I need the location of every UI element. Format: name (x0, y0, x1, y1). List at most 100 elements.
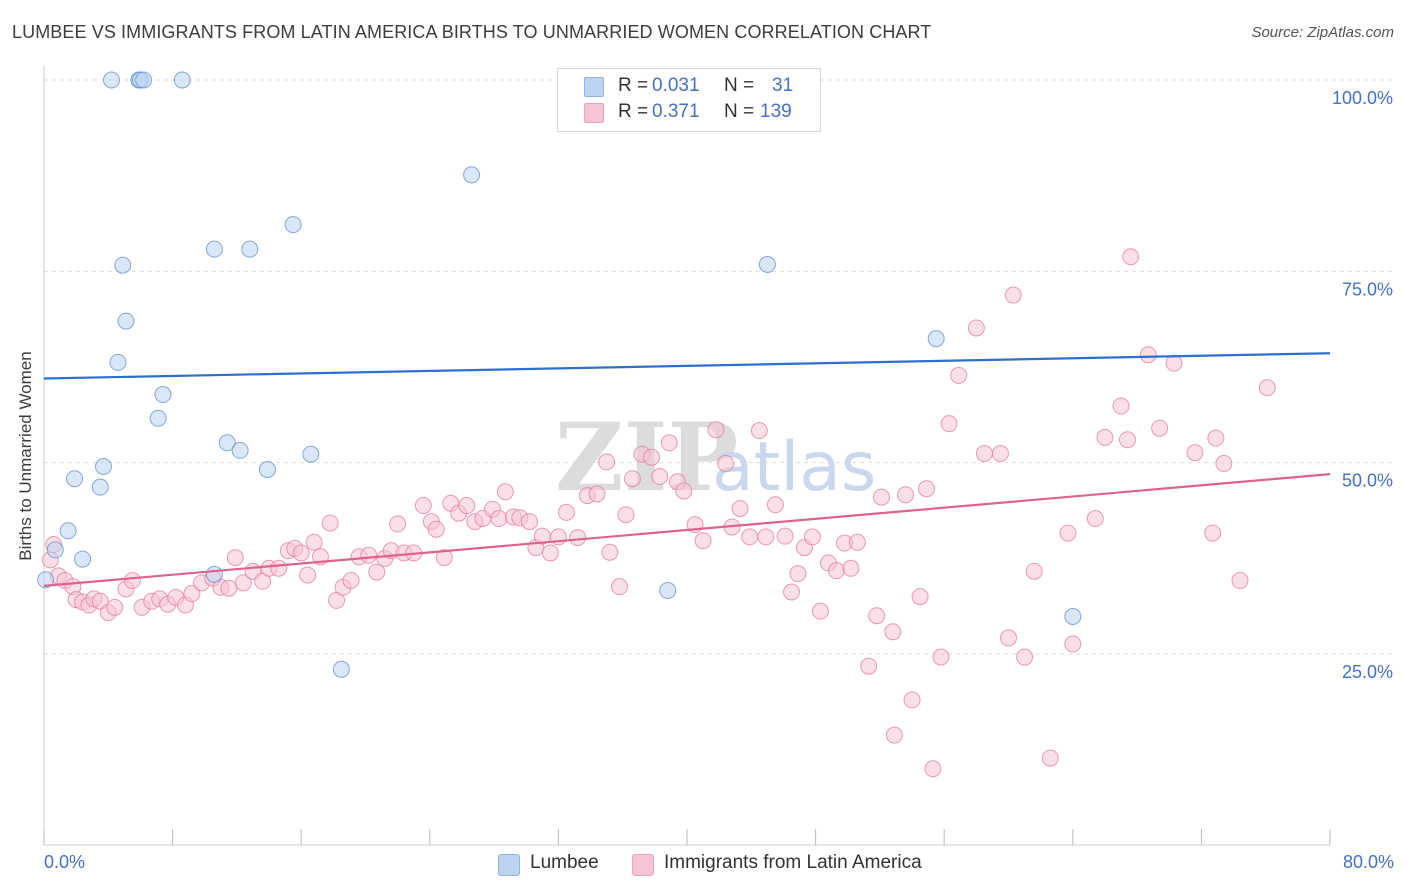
latin-america-trend-line (43, 473, 1331, 587)
latin-america-point (360, 546, 378, 564)
latin-america-point (389, 515, 407, 533)
latin-america-point (1086, 510, 1104, 528)
lumbee-point (758, 255, 776, 273)
latin-america-point (435, 549, 453, 567)
lumbee-point (231, 441, 249, 459)
latin-america-point (226, 549, 244, 567)
latin-america-point (766, 496, 784, 514)
legend-r-value: 0.031 (652, 75, 700, 96)
latin-america-point (234, 574, 252, 592)
latin-america-point (897, 486, 915, 504)
latin-america-point (623, 470, 641, 488)
watermark-atlas: atlas (712, 428, 876, 507)
trend-lines (43, 352, 1331, 587)
lumbee-point (173, 71, 191, 89)
latin-america-point (842, 559, 860, 577)
latin-america-point (750, 422, 768, 440)
latin-america-point (717, 454, 735, 472)
latin-america-point (368, 563, 386, 581)
lumbee-point (94, 457, 112, 475)
legend-r-label: R = (618, 75, 649, 96)
latin-america-point (91, 592, 109, 610)
latin-america-point (458, 497, 476, 515)
latin-america-point (299, 566, 317, 584)
latin-america-point (610, 578, 628, 596)
latin-america-point (776, 527, 794, 545)
latin-america-point (903, 691, 921, 709)
latin-america-point (1112, 397, 1130, 415)
latin-america-point (975, 444, 993, 462)
series-label-latin-america: Immigrants from Latin America (664, 852, 922, 873)
y-tick-label: 50.0% (1342, 471, 1393, 491)
y-tick-labels: 25.0% 50.0% 75.0% 100.0% (1332, 88, 1393, 682)
latin-america-point (601, 543, 619, 561)
latin-america-point (932, 648, 950, 666)
source-label: Source: ZipAtlas.com (1251, 24, 1394, 41)
latin-america-point (1231, 572, 1249, 590)
latin-america-point (675, 482, 693, 500)
latin-america-point (220, 579, 238, 597)
legend-r-value: 0.371 (652, 101, 700, 122)
latin-america-point (496, 483, 514, 501)
legend-n-value: 139 (760, 101, 792, 122)
latin-america-point (731, 500, 749, 518)
y-tick-label: 75.0% (1342, 279, 1393, 299)
lumbee-point (109, 353, 127, 371)
latin-america-point (651, 467, 669, 485)
series-legend: Lumbee Immigrants from Latin America (0, 852, 1406, 878)
latin-america-point (427, 520, 445, 538)
latin-america-point (1059, 524, 1077, 542)
latin-america-point (305, 533, 323, 551)
latin-america-point (1165, 354, 1183, 372)
lumbee-trend-line (43, 352, 1331, 380)
lumbee-point (37, 571, 55, 589)
lumbee-point (205, 565, 223, 583)
legend-swatch-latin-america (584, 103, 604, 123)
latin-america-point (414, 497, 432, 515)
latin-america-point (342, 572, 360, 590)
latin-america-point (490, 510, 508, 528)
latin-america-point (292, 544, 310, 562)
latin-america-point (1064, 635, 1082, 653)
x-tick-label-max: 80.0% (1342, 852, 1394, 872)
latin-america-point (868, 607, 886, 625)
latin-america-point (885, 726, 903, 744)
latin-america-point (520, 513, 538, 531)
lumbee-point (218, 434, 236, 452)
latin-america-point (827, 562, 845, 580)
lumbee-point (59, 522, 77, 540)
x-tick-label-min: 0.0% (44, 852, 86, 872)
latin-america-point (860, 657, 878, 675)
latin-america-point (1139, 346, 1157, 364)
latin-america-point (270, 559, 288, 577)
y-axis-label: Births to Unmarried Women (16, 351, 35, 561)
legend-r-label: R = (618, 101, 649, 122)
latin-america-point (617, 506, 635, 524)
lumbee-point (114, 256, 132, 274)
latin-america-point (660, 434, 678, 452)
data-points (37, 71, 1276, 778)
latin-america-point (803, 528, 821, 546)
lumbee-point (205, 240, 223, 258)
stats-legend: R = 0.031 N = 31 R = 0.371 N = 139 (557, 68, 821, 132)
latin-america-point (911, 588, 929, 606)
lumbee-point (284, 216, 302, 234)
lumbee-point (135, 71, 153, 89)
latin-america-point (1204, 524, 1222, 542)
latin-america-point (598, 453, 616, 471)
lumbee-point (302, 445, 320, 463)
lumbee-point (332, 660, 350, 678)
lumbee-point (241, 240, 259, 258)
chart-title: LUMBEE VS IMMIGRANTS FROM LATIN AMERICA … (12, 22, 932, 42)
latin-america-point (1096, 428, 1114, 446)
lumbee-point (258, 461, 276, 479)
latin-america-point (707, 421, 725, 439)
y-tick-label: 100.0% (1332, 88, 1393, 108)
lumbee-point (154, 386, 172, 404)
series-label-lumbee: Lumbee (530, 852, 599, 873)
latin-america-point (588, 485, 606, 503)
latin-america-point (884, 623, 902, 641)
latin-america-point (1004, 286, 1022, 304)
latin-america-point (1118, 431, 1136, 449)
